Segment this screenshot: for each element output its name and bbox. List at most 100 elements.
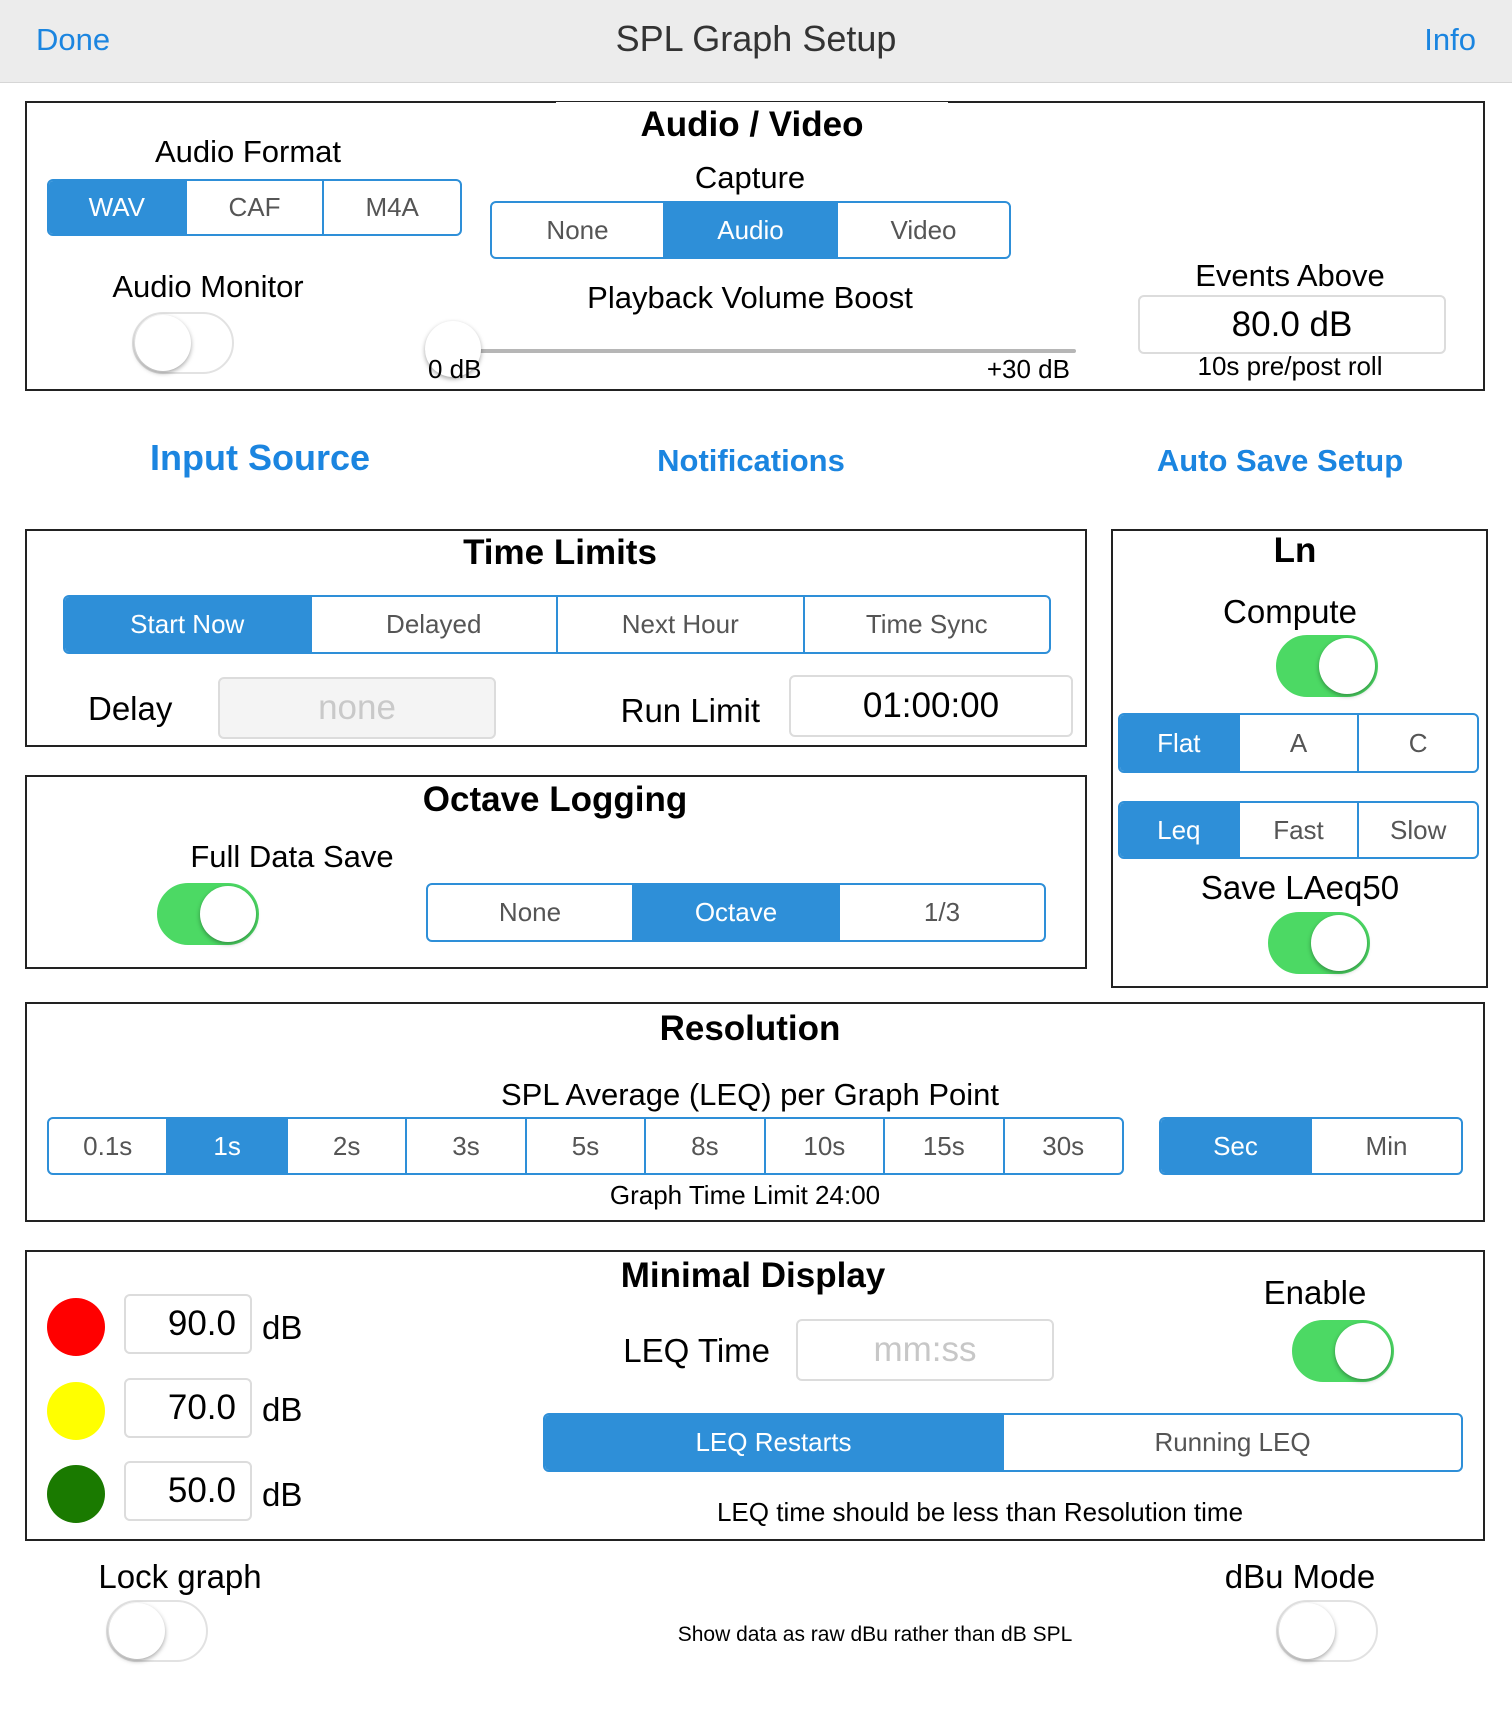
switch-knob xyxy=(1335,1323,1391,1379)
audio-format-segmented-control: WAV CAF M4A xyxy=(47,179,462,236)
resolution-option-0-1s[interactable]: 0.1s xyxy=(83,1130,133,1161)
capture-option-none[interactable]: None xyxy=(546,214,609,245)
leq-mode-option-restarts[interactable]: LEQ Restarts xyxy=(545,1415,1002,1470)
audio-monitor-switch[interactable] xyxy=(132,312,234,374)
input-source-link[interactable]: Input Source xyxy=(150,437,371,478)
threshold-color-green xyxy=(47,1465,105,1523)
response-option-leq[interactable]: Leq xyxy=(1120,803,1238,857)
lock-graph-switch[interactable] xyxy=(106,1600,208,1662)
ln-title: Ln xyxy=(1160,531,1430,573)
octave-option-third[interactable]: 1/3 xyxy=(838,885,1044,940)
graph-time-limit-text: Graph Time Limit 24:00 xyxy=(609,1180,881,1210)
audio-format-option-caf[interactable]: CAF xyxy=(184,181,323,234)
threshold-color-red xyxy=(47,1298,105,1356)
resolution-option-10s[interactable]: 10s xyxy=(763,1119,883,1173)
threshold-low-unit: dB xyxy=(262,1476,303,1513)
audio-format-label: Audio Format xyxy=(154,134,342,169)
events-above-label: Events Above xyxy=(1195,258,1385,293)
dbu-mode-switch[interactable] xyxy=(1276,1600,1378,1662)
weighting-option-flat[interactable]: Flat xyxy=(1120,715,1238,771)
threshold-mid-field[interactable]: 70.0 xyxy=(124,1378,252,1438)
page-title: SPL Graph Setup xyxy=(615,18,897,59)
events-above-field[interactable]: 80.0 dB xyxy=(1138,295,1446,354)
switch-knob xyxy=(1311,915,1367,971)
minimal-display-enable-switch[interactable] xyxy=(1292,1320,1394,1382)
units-option-sec[interactable]: Sec xyxy=(1161,1119,1310,1173)
audio-video-title: Audio / Video xyxy=(556,102,948,152)
response-option-fast[interactable]: Fast xyxy=(1237,803,1358,857)
start-option-start-now[interactable]: Start Now xyxy=(65,597,310,652)
lock-graph-label: Lock graph xyxy=(98,1558,262,1595)
events-pre-post-roll-note: 10s pre/post roll xyxy=(1197,351,1383,381)
leq-mode-option-running[interactable]: Running LEQ xyxy=(1002,1415,1461,1470)
capture-option-audio[interactable]: Audio xyxy=(663,203,836,257)
octave-option-octave[interactable]: Octave xyxy=(632,885,838,940)
resolution-segmented-control: 0.1s 1s 2s 3s 5s 8s 10s 15s 30s xyxy=(47,1117,1124,1175)
switch-knob xyxy=(200,886,256,942)
full-data-save-switch[interactable] xyxy=(157,883,259,945)
slider-max-label: +30 dB xyxy=(986,354,1070,384)
leq-mode-segmented-control: LEQ Restarts Running LEQ xyxy=(543,1413,1463,1472)
time-limits-title: Time Limits xyxy=(380,532,740,576)
enable-label: Enable xyxy=(1263,1274,1367,1311)
switch-knob xyxy=(135,315,191,371)
playback-volume-slider-thumb[interactable] xyxy=(425,321,481,377)
resolution-option-30s[interactable]: 30s xyxy=(1002,1119,1122,1173)
auto-save-setup-link[interactable]: Auto Save Setup xyxy=(1156,443,1404,478)
switch-knob xyxy=(109,1603,165,1659)
weighting-option-c[interactable]: C xyxy=(1357,715,1477,771)
compute-label: Compute xyxy=(1223,593,1357,630)
resolution-option-5s[interactable]: 5s xyxy=(524,1119,644,1173)
playback-volume-slider-track[interactable] xyxy=(425,349,1076,353)
resolution-subtitle: SPL Average (LEQ) per Graph Point xyxy=(501,1077,999,1112)
octave-logging-segmented-control: None Octave 1/3 xyxy=(426,883,1046,942)
info-button[interactable]: Info xyxy=(1424,22,1476,57)
audio-monitor-label: Audio Monitor xyxy=(112,269,304,304)
start-mode-segmented-control: Start Now Delayed Next Hour Time Sync xyxy=(63,595,1051,654)
save-laeq50-label: Save LAeq50 xyxy=(1200,869,1400,906)
minimal-display-title: Minimal Display xyxy=(570,1255,936,1299)
leq-time-field[interactable]: mm:ss xyxy=(796,1319,1054,1381)
resolution-option-2s[interactable]: 2s xyxy=(285,1119,405,1173)
units-option-min[interactable]: Min xyxy=(1310,1119,1461,1173)
capture-label: Capture xyxy=(694,160,806,195)
slider-min-label: 0 dB xyxy=(428,354,482,384)
audio-format-option-wav[interactable]: WAV xyxy=(49,181,185,234)
weighting-option-a[interactable]: A xyxy=(1237,715,1358,771)
ln-response-segmented-control: Leq Fast Slow xyxy=(1118,801,1479,859)
run-limit-field[interactable]: 01:00:00 xyxy=(789,675,1073,737)
start-option-next-hour[interactable]: Next Hour xyxy=(556,597,803,652)
ln-weighting-segmented-control: Flat A C xyxy=(1118,713,1479,773)
resolution-option-3s[interactable]: 3s xyxy=(405,1119,524,1173)
resolution-option-15s[interactable]: 15s xyxy=(883,1119,1002,1173)
response-option-slow[interactable]: Slow xyxy=(1357,803,1477,857)
leq-time-note: LEQ time should be less than Resolution … xyxy=(716,1497,1244,1527)
resolution-option-1s[interactable]: 1s xyxy=(166,1119,286,1173)
full-data-save-label: Full Data Save xyxy=(190,839,394,874)
capture-segmented-control: None Audio Video xyxy=(490,201,1011,259)
threshold-low-field[interactable]: 50.0 xyxy=(124,1461,252,1521)
start-option-delayed[interactable]: Delayed xyxy=(309,597,557,652)
octave-logging-title: Octave Logging xyxy=(360,779,750,823)
resolution-option-8s[interactable]: 8s xyxy=(644,1119,763,1173)
nav-bar: Done SPL Graph Setup Info xyxy=(0,0,1512,83)
leq-time-label: LEQ Time xyxy=(623,1332,770,1369)
threshold-high-unit: dB xyxy=(262,1309,303,1346)
delay-label: Delay xyxy=(88,690,173,727)
done-button[interactable]: Done xyxy=(36,22,111,57)
delay-field[interactable]: none xyxy=(218,677,496,739)
switch-knob xyxy=(1279,1603,1335,1659)
compute-switch[interactable] xyxy=(1276,635,1378,697)
octave-option-none[interactable]: None xyxy=(498,897,562,927)
resolution-title: Resolution xyxy=(560,1008,940,1052)
run-limit-label: Run Limit xyxy=(620,692,760,729)
threshold-mid-unit: dB xyxy=(262,1391,303,1428)
dbu-mode-note: Show data as raw dBu rather than dB SPL xyxy=(677,1623,1073,1646)
save-laeq50-switch[interactable] xyxy=(1268,912,1370,974)
start-option-time-sync[interactable]: Time Sync xyxy=(802,597,1050,652)
threshold-high-field[interactable]: 90.0 xyxy=(124,1294,252,1354)
capture-option-video[interactable]: Video xyxy=(836,203,1009,257)
notifications-link[interactable]: Notifications xyxy=(657,443,845,478)
audio-format-option-m4a[interactable]: M4A xyxy=(322,181,460,234)
switch-knob xyxy=(1319,638,1375,694)
